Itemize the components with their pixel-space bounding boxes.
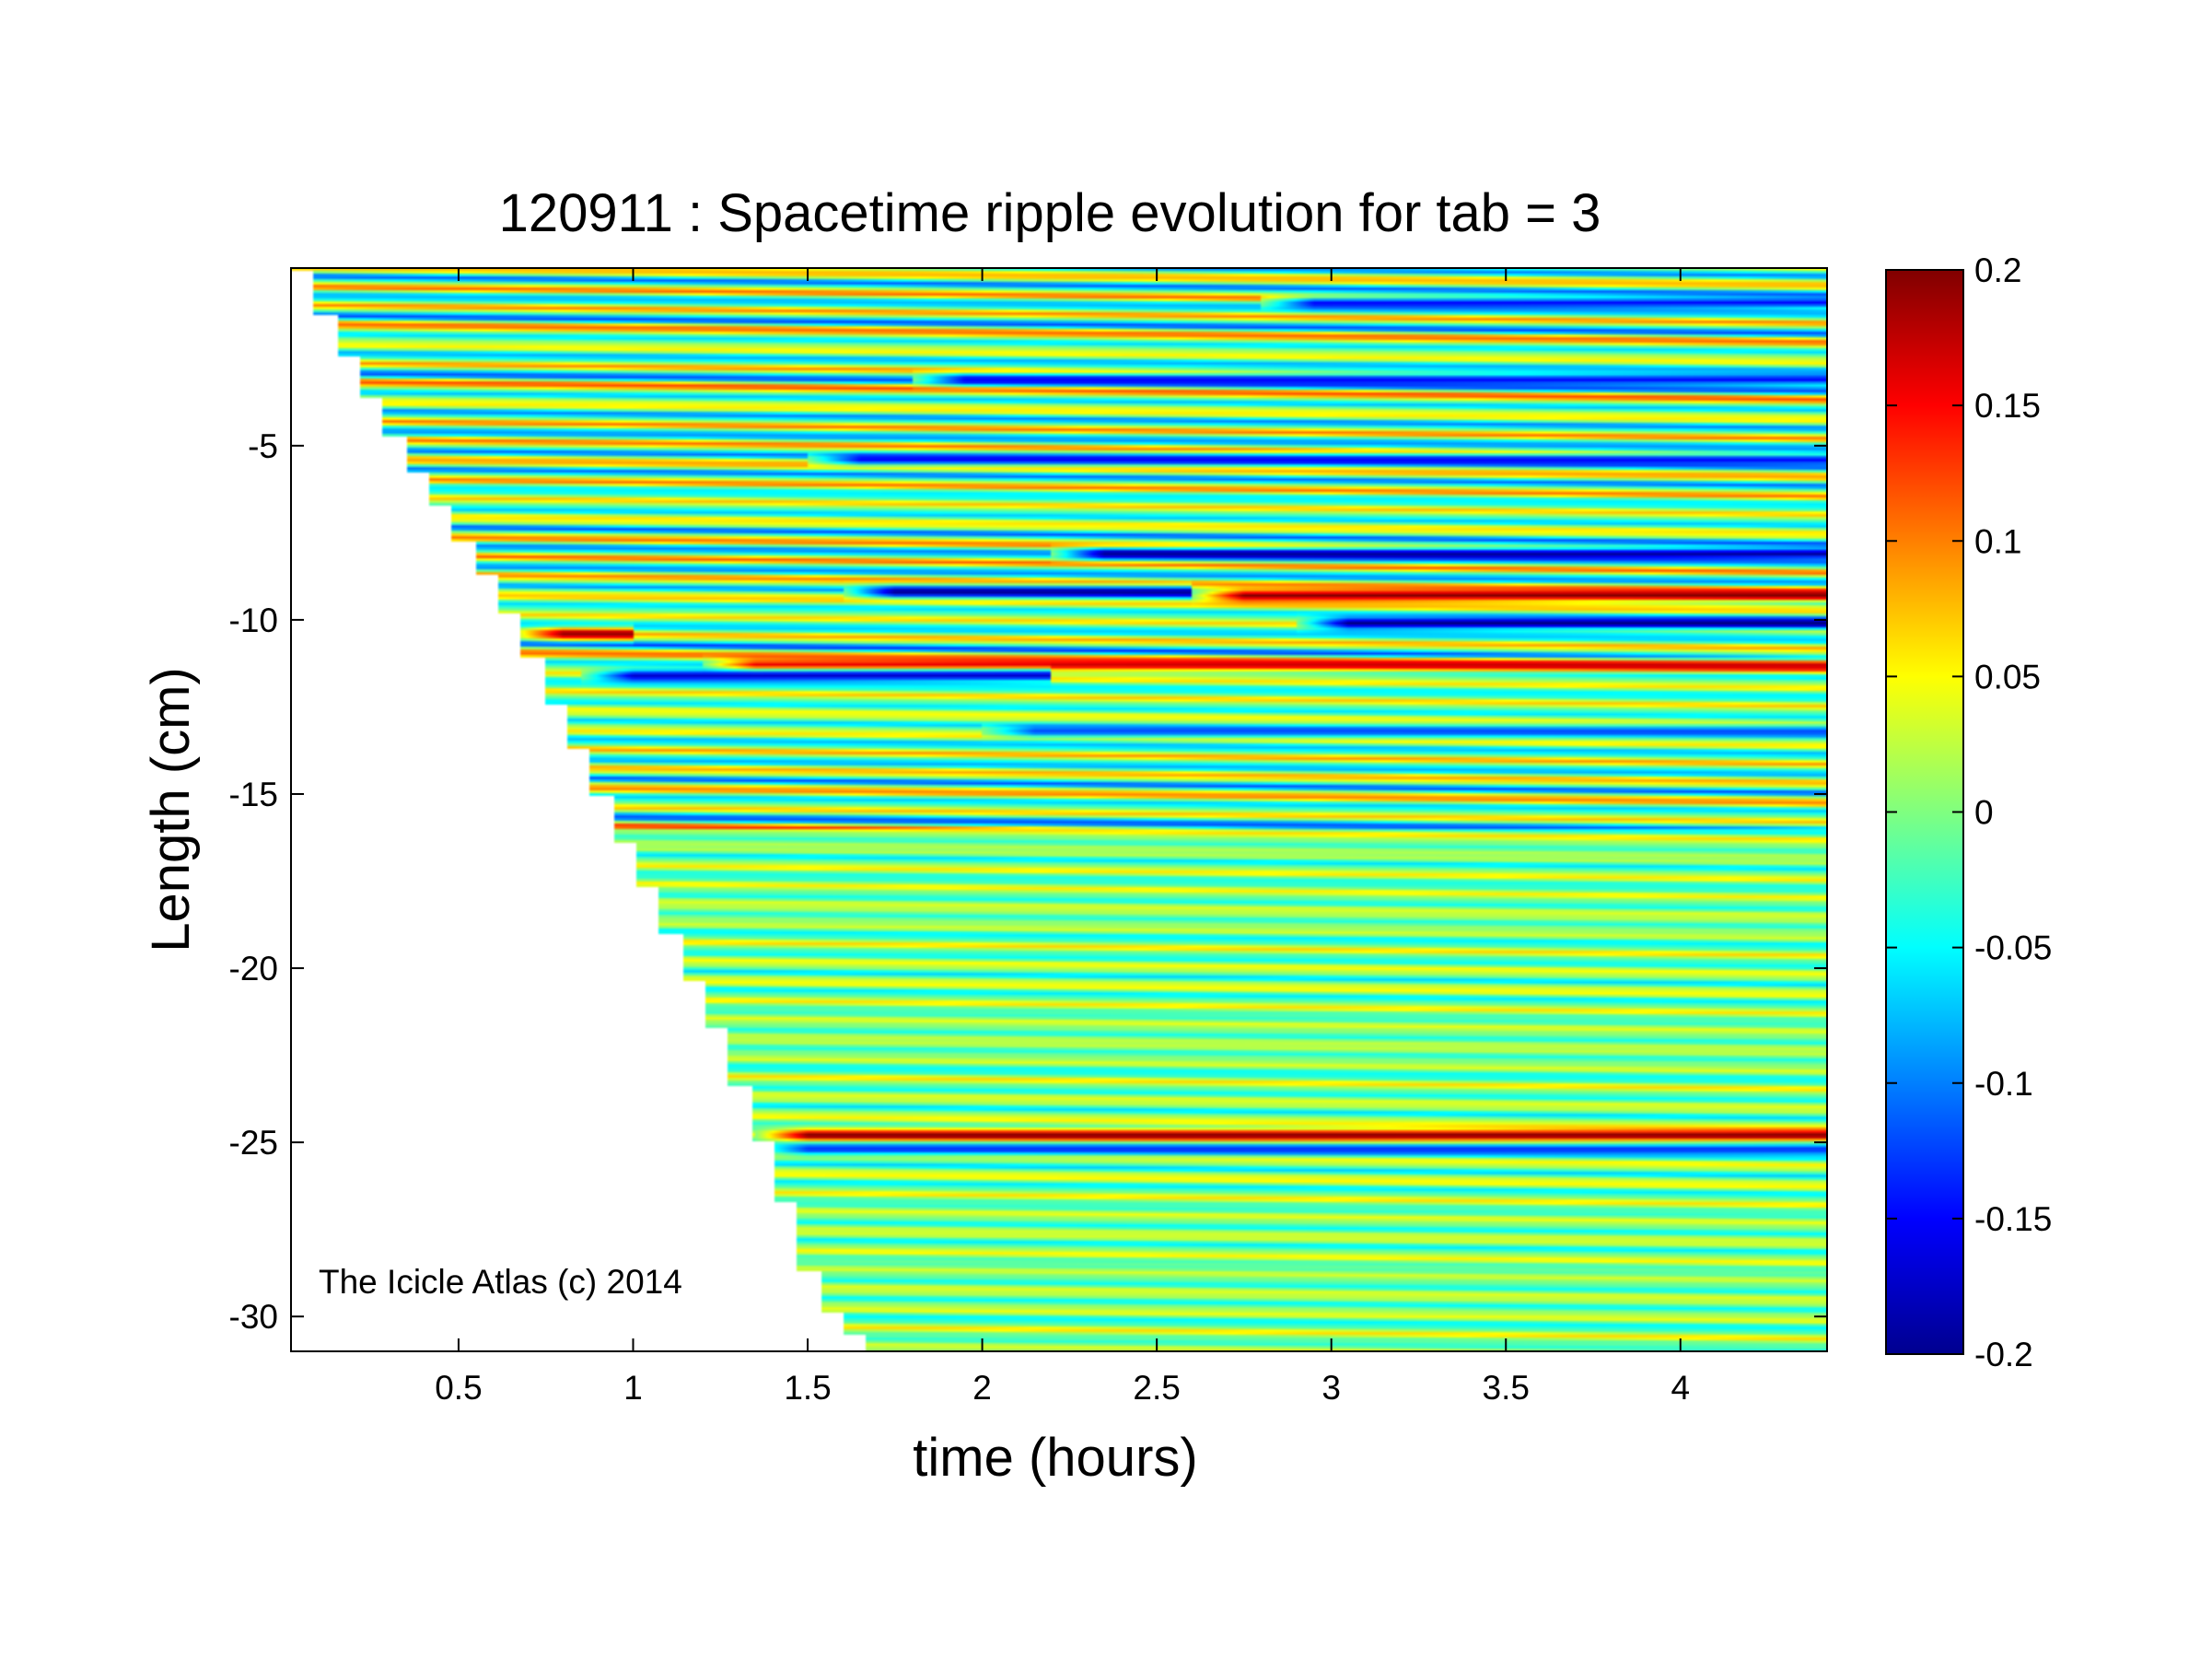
- x-tick-label: 2.5: [1133, 1369, 1180, 1407]
- colorbar-gradient: [1885, 269, 1964, 1355]
- y-tick-label: -10: [229, 602, 278, 639]
- chart-title: 120911 : Spacetime ripple evolution for …: [499, 183, 1601, 243]
- colorbar-ticks: 0.2 0.15 0.1 0.05 0 -0.05 -0.1 -0.15 -0.2: [1886, 251, 2052, 1373]
- x-tick-label: 2: [972, 1369, 992, 1407]
- y-tick-label: -15: [229, 776, 278, 813]
- x-tick-label: 0.5: [435, 1369, 482, 1407]
- colorbar-tick-label: -0.2: [1974, 1336, 2033, 1373]
- colorbar-tick-label: -0.05: [1974, 929, 2052, 967]
- colorbar-tick-label: 0.2: [1974, 251, 2021, 289]
- plot-frame: [290, 267, 1828, 1352]
- x-tick-label: 4: [1671, 1369, 1690, 1407]
- x-axis-ticks: 0.5 1 1.5 2 2.5 3 3.5 4: [435, 268, 1690, 1407]
- y-axis-label: Length (cm): [141, 667, 201, 952]
- colorbar-tick-label: 0.1: [1974, 522, 2021, 560]
- x-tick-label: 3: [1321, 1369, 1341, 1407]
- y-tick-label: -20: [229, 950, 278, 987]
- x-tick-label: 3.5: [1483, 1369, 1530, 1407]
- y-tick-label: -30: [229, 1298, 278, 1336]
- colorbar-tick-label: -0.1: [1974, 1065, 2033, 1103]
- y-axis-ticks: -5 -10 -15 -20 -25 -30: [229, 427, 1827, 1336]
- plot-area: [290, 267, 1828, 1352]
- colorbar-tick-label: 0: [1974, 794, 1994, 832]
- x-axis-label: time (hours): [913, 1428, 1197, 1488]
- colorbar-tick-label: -0.15: [1974, 1200, 2052, 1238]
- copyright-note: The Icicle Atlas (c) 2014: [319, 1263, 682, 1301]
- colorbar: 0.2 0.15 0.1 0.05 0 -0.05 -0.1 -0.15 -0.2: [1885, 251, 2052, 1373]
- heatmap-image: [291, 268, 1827, 1351]
- x-tick-label: 1.5: [784, 1369, 831, 1407]
- y-tick-label: -25: [229, 1124, 278, 1162]
- colorbar-tick-label: 0.15: [1974, 387, 2041, 425]
- colorbar-tick-label: 0.05: [1974, 658, 2041, 695]
- y-tick-label: -5: [248, 427, 278, 465]
- x-tick-label: 1: [623, 1369, 643, 1407]
